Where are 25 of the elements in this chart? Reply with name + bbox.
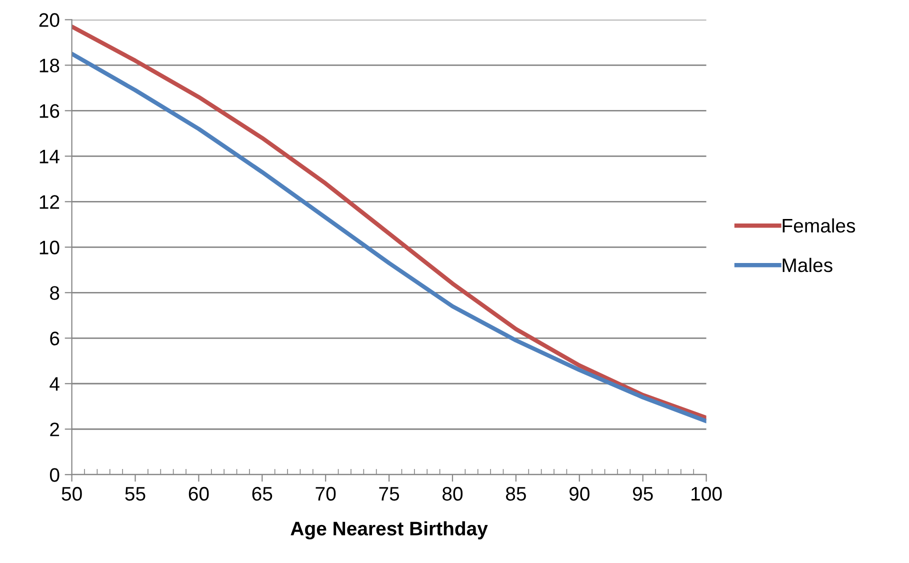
y-tick-label: 4 — [50, 377, 60, 391]
x-tick-label: 55 — [125, 487, 146, 501]
x-tick-label: 65 — [252, 486, 272, 501]
x-tick-label: 70 — [316, 486, 336, 501]
legend-label: Females — [782, 218, 856, 233]
y-tick-label: 0 — [50, 468, 60, 482]
x-tick-label: 85 — [506, 486, 526, 501]
x-axis-title: Age Nearest Birthday — [290, 521, 488, 540]
x-tick-label: 80 — [442, 486, 463, 501]
y-tick-label: 14 — [40, 150, 60, 164]
y-tick-label: 2 — [50, 422, 60, 436]
x-tick-label: 50 — [62, 486, 82, 501]
y-tick-label: 12 — [40, 195, 60, 209]
y-tick-label: 10 — [40, 240, 60, 254]
x-tick-label: 95 — [632, 486, 653, 501]
y-tick-label: 6 — [50, 332, 60, 346]
x-tick-label: 100 — [692, 486, 722, 501]
x-tick-label: 75 — [379, 487, 400, 501]
y-tick-label: 8 — [50, 286, 60, 300]
x-tick-label: 90 — [569, 486, 590, 501]
x-tick-label: 60 — [188, 486, 209, 501]
y-tick-label: 18 — [40, 58, 60, 72]
y-tick-label: 16 — [40, 104, 60, 118]
y-tick-label: 20 — [39, 13, 60, 27]
legend-label: Males — [782, 258, 832, 272]
